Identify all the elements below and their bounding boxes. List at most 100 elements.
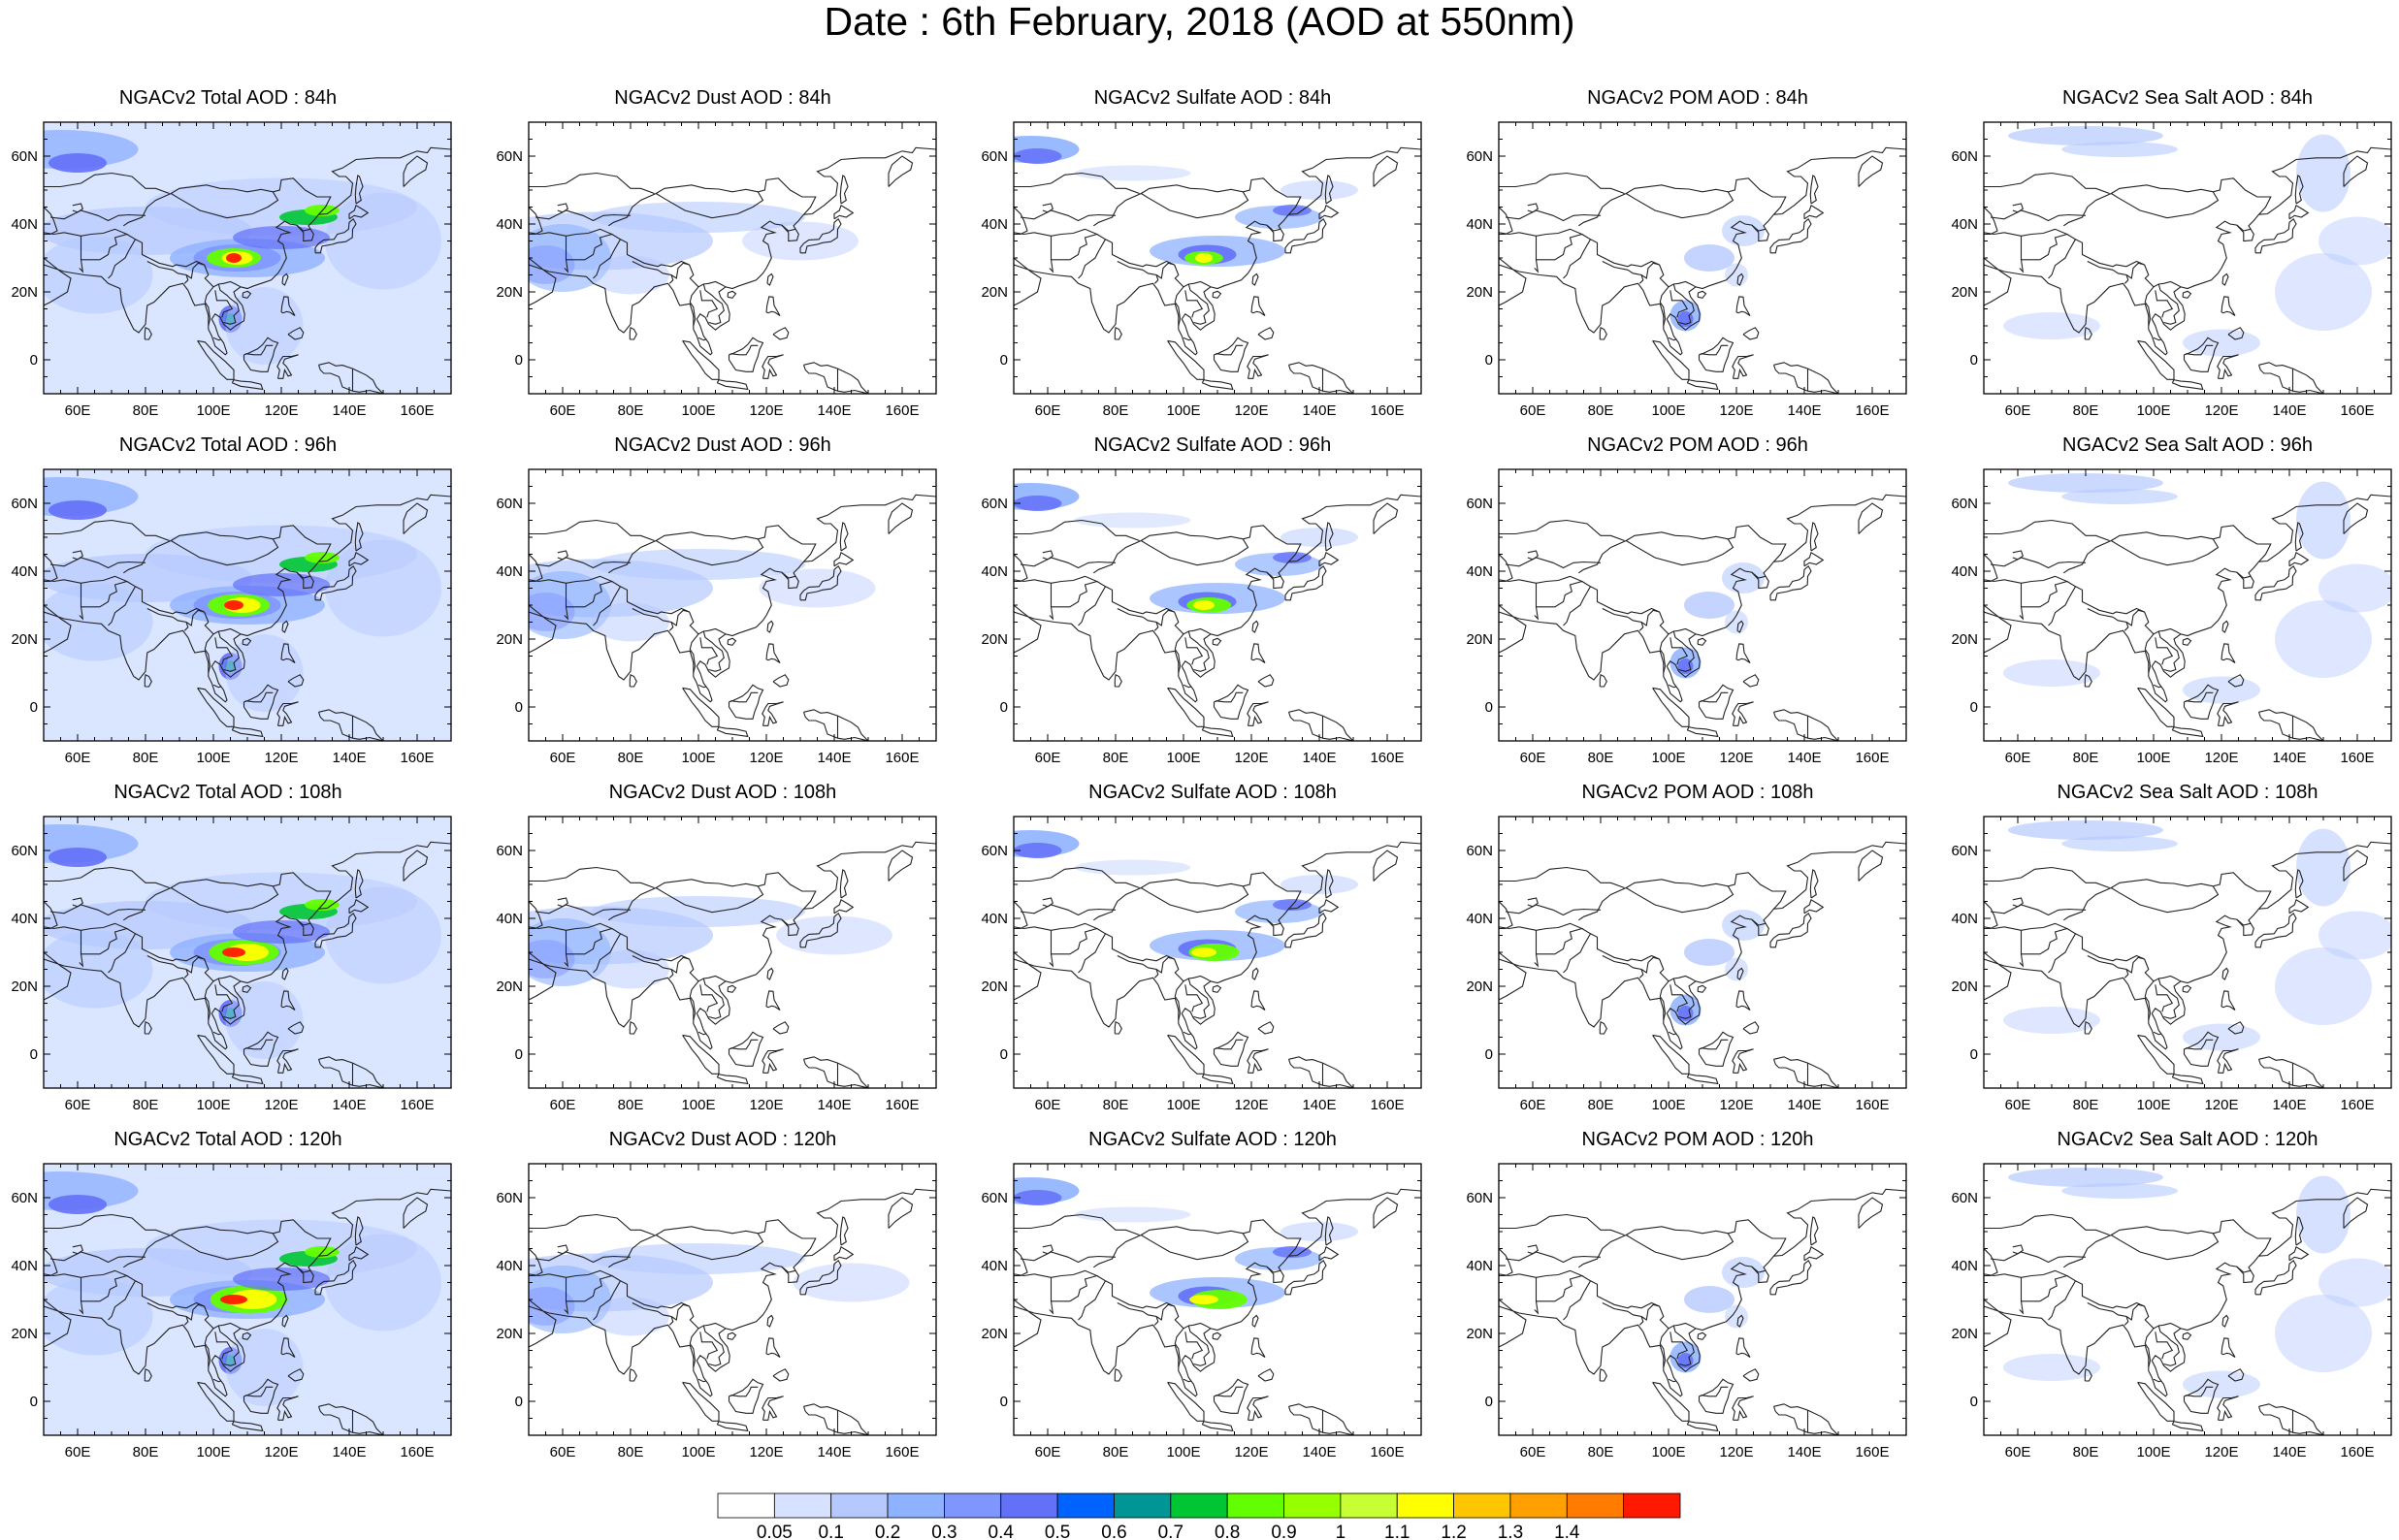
- lat-tick-label: 20N: [1951, 1326, 1978, 1342]
- boundary-line: [2186, 1039, 2214, 1050]
- boundary-line: [1499, 866, 1625, 889]
- boundary-line: [1078, 928, 1107, 974]
- lat-tick-label: 20N: [496, 979, 523, 995]
- boundary-line: [1020, 904, 1117, 916]
- boundary-line: [781, 224, 795, 232]
- boundary-line: [317, 362, 384, 394]
- lon-tick-label: 100E: [196, 402, 230, 419]
- map-canvas: 60E 80E 100E 120E 140E 160E 60N 40N 20N 0: [1951, 468, 2392, 766]
- aod-field: [44, 469, 451, 741]
- boundary-line: [2153, 1031, 2162, 1036]
- aod-shading: [44, 930, 153, 1009]
- boundary-line: [245, 1386, 274, 1397]
- aod-shading: [1014, 496, 1062, 511]
- boundary-line: [314, 912, 357, 948]
- coastlines: [1499, 1188, 1906, 1435]
- boundary-line: [1251, 1314, 1259, 1328]
- aod-field: [2003, 473, 2391, 704]
- boundary-line: [217, 978, 240, 1019]
- boundary-line: [656, 879, 759, 888]
- aod-shading: [2296, 1175, 2350, 1254]
- boundary-line: [1590, 933, 1660, 962]
- map-canvas: 60E 80E 100E 120E 140E 160E 60N 40N 20N 0: [1466, 1163, 1907, 1460]
- lon-tick-label: 80E: [618, 402, 644, 419]
- boundary-line: [122, 1219, 332, 1268]
- lon-tick-label: 160E: [1370, 750, 1404, 766]
- boundary-line: [242, 637, 252, 646]
- colorbar-label: 1: [1336, 1523, 1346, 1540]
- boundary-line: [2144, 286, 2155, 327]
- boundary-line: [1697, 290, 1707, 299]
- boundary-line: [204, 611, 242, 635]
- boundary-line: [1659, 264, 1697, 288]
- boundary-line: [2125, 956, 2145, 974]
- boundary-line: [1174, 633, 1184, 674]
- panel-title: NGACv2 POM AOD : 108h: [1581, 782, 1814, 803]
- boundary-line: [1250, 990, 1266, 1011]
- boundary-line: [1216, 344, 1244, 356]
- lon-tick-label: 120E: [1719, 750, 1753, 766]
- boundary-line: [135, 239, 205, 268]
- boundary-line: [243, 337, 279, 372]
- boundary-line: [1212, 984, 1222, 993]
- boundary-line: [670, 956, 690, 974]
- boundary-line: [2125, 262, 2145, 279]
- coastlines: [529, 494, 936, 741]
- lon-tick-label: 120E: [749, 750, 783, 766]
- map-canvas: 60E 80E 100E 120E 140E 160E 60N 40N 20N 0: [1951, 121, 2392, 419]
- aod-shading: [325, 192, 441, 290]
- boundary-line: [1735, 990, 1751, 1011]
- boundary-line: [529, 146, 936, 356]
- boundary-line: [1284, 564, 1327, 601]
- boundary-line: [1984, 146, 2391, 356]
- map-panel-grid: NGACv2 Total AOD : 84h 60E 80E 100E 120E 140E…: [11, 87, 2392, 1460]
- aod-shading: [2008, 1168, 2163, 1187]
- lat-tick-label: 0: [30, 699, 38, 716]
- aod-shading: [2061, 836, 2178, 851]
- boundary-line: [1772, 1403, 1839, 1435]
- boundary-line: [314, 564, 357, 601]
- boundary-line: [1599, 1367, 1607, 1382]
- boundary-line: [1772, 1056, 1839, 1088]
- lat-tick-label: 0: [1000, 699, 1008, 716]
- map-panel: NGACv2 POM AOD : 84h 60E 80E 100E 120E 140E 16…: [1455, 87, 1940, 419]
- boundary-line: [765, 643, 781, 663]
- aod-shading: [1281, 528, 1358, 547]
- boundary-line: [839, 175, 849, 205]
- boundary-line: [656, 1226, 759, 1235]
- boundary-line: [185, 956, 205, 974]
- boundary-line: [1698, 1031, 1734, 1067]
- lon-tick-label: 140E: [2272, 750, 2306, 766]
- boundary-line: [1499, 494, 1906, 703]
- lat-tick-label: 60N: [1951, 1190, 1978, 1206]
- boundary-line: [2183, 1378, 2220, 1414]
- map-canvas: 60E 80E 100E 120E 140E 160E 60N 40N 20N 0: [11, 816, 452, 1113]
- aod-shading: [592, 1243, 805, 1274]
- lon-tick-label: 160E: [885, 402, 919, 419]
- boundary-line: [1984, 494, 2391, 703]
- lat-tick-label: 0: [515, 1046, 523, 1063]
- lon-tick-label: 80E: [2073, 1097, 2099, 1113]
- boundary-line: [1201, 1074, 1234, 1085]
- boundary-line: [2227, 1368, 2245, 1382]
- boundary-line: [44, 1188, 451, 1397]
- boundary-line: [1858, 850, 1884, 882]
- boundary-line: [2294, 1216, 2304, 1246]
- boundary-line: [2111, 184, 2214, 194]
- boundary-line: [2294, 522, 2304, 552]
- lon-tick-label: 140E: [1302, 750, 1336, 766]
- boundary-line: [1284, 912, 1327, 948]
- lon-tick-label: 140E: [2272, 1444, 2306, 1460]
- boundary-line: [730, 1039, 759, 1050]
- boundary-line: [2084, 1020, 2092, 1035]
- colorbar-label: 0.5: [1045, 1523, 1070, 1540]
- boundary-line: [1014, 951, 1042, 1001]
- lon-tick-label: 160E: [1855, 402, 1889, 419]
- boundary-line: [1858, 155, 1884, 187]
- boundary-line: [1266, 1266, 1281, 1273]
- boundary-line: [1627, 963, 1644, 979]
- boundary-line: [529, 901, 543, 930]
- boundary-line: [1014, 146, 1421, 356]
- boundary-line: [1014, 579, 1035, 583]
- lon-tick-label: 160E: [885, 1097, 919, 1113]
